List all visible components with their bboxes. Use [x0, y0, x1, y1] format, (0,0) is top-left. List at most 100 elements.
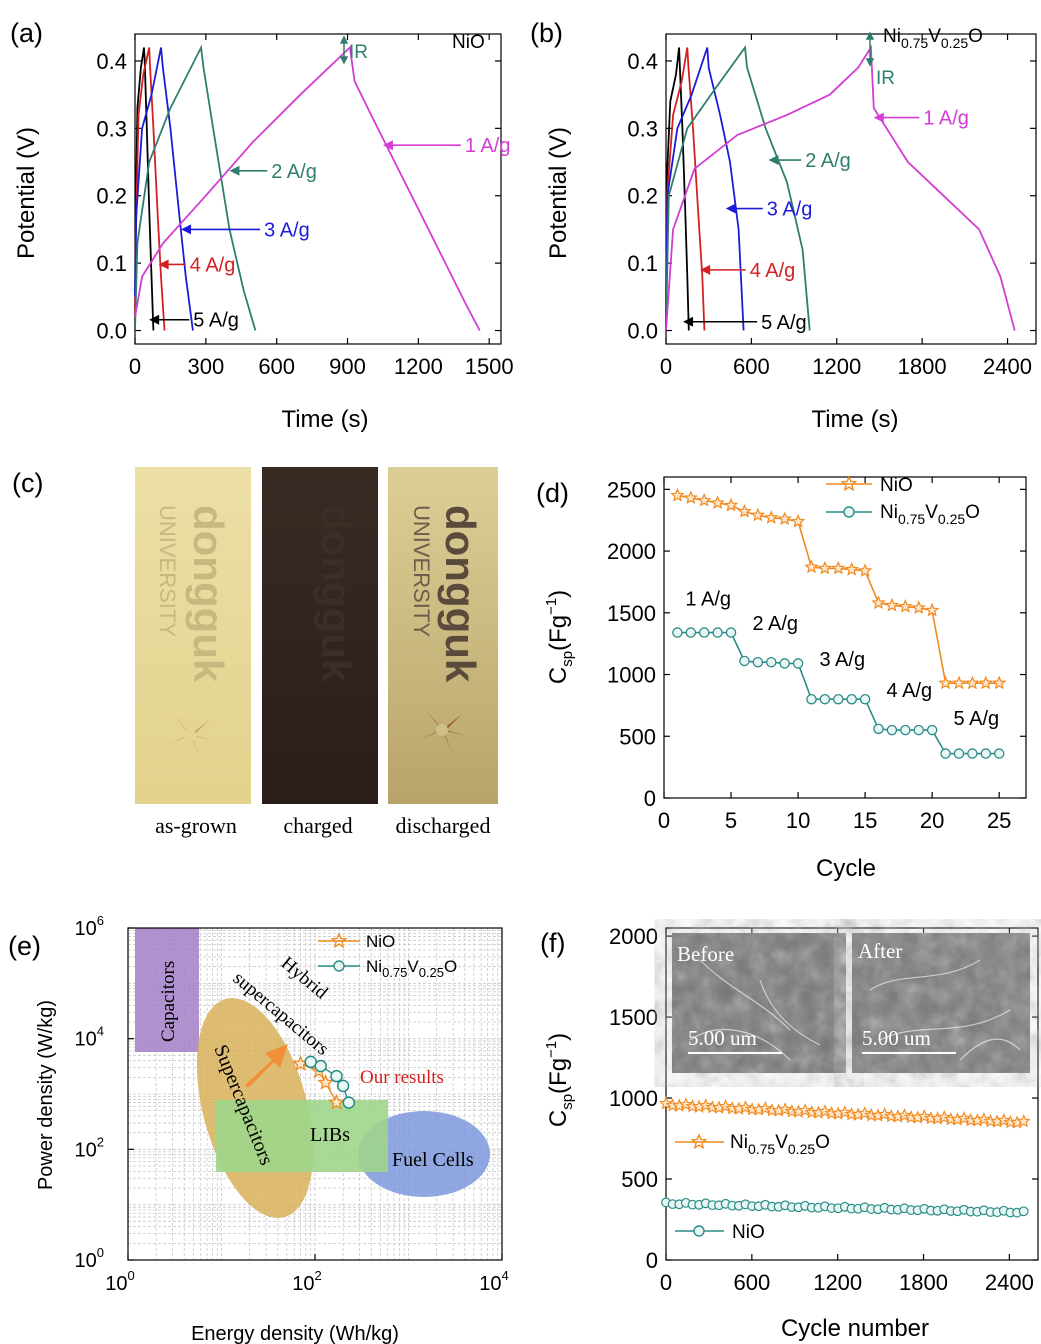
legend-label-niv-d: Ni0.75V0.25O	[880, 502, 980, 527]
data-point	[758, 1101, 773, 1115]
plot-frame-a	[134, 33, 502, 345]
rate-label: 3 A/g	[819, 649, 865, 671]
y-tick-label: 1000	[607, 663, 656, 688]
annotation-label: 4 A/g	[750, 260, 796, 282]
ir-arrow-a	[339, 35, 349, 65]
rate-labels-d: 1 A/g 2 A/g 3 A/g 4 A/g 5 A/g	[685, 588, 999, 730]
data-point	[1018, 1206, 1029, 1217]
panel-label-b: (b)	[530, 18, 563, 48]
panel-f: (f) 0 600 1200 1800 2400 0 500 1000 1500 2000 Bef…	[540, 924, 1039, 1342]
data-point	[737, 504, 752, 518]
curve-3-ag	[665, 47, 745, 331]
legend-marker-nio-d	[840, 475, 858, 492]
data-point	[336, 1079, 350, 1093]
data-point	[898, 599, 913, 613]
x-tick-label: 5	[725, 808, 737, 833]
legend-e: NiO Ni0.75V0.25O	[318, 932, 457, 980]
x-tick-label: 1500	[465, 354, 514, 379]
data-point	[900, 724, 911, 736]
data-point	[764, 510, 779, 524]
legend-marker-nio-f	[693, 1225, 705, 1237]
data-point	[685, 627, 697, 638]
photo-as-grown-emblem	[168, 713, 214, 757]
panel-label-f: (f)	[540, 928, 565, 958]
annotation-arrowhead	[158, 259, 169, 270]
data-point	[723, 497, 739, 512]
data-point	[924, 602, 940, 617]
data-point	[859, 693, 871, 705]
data-point	[978, 675, 994, 690]
data-point	[328, 1093, 345, 1110]
y-tick-label: 106	[75, 913, 104, 940]
y-tick-label: 2500	[607, 477, 656, 502]
sample-label-a: NiO	[452, 32, 485, 53]
panel-label-c: (c)	[12, 468, 43, 498]
y-tick-label: 0.0	[96, 319, 127, 344]
x-tick-label: 1800	[898, 354, 947, 379]
y-tick-label: 1000	[609, 1086, 658, 1111]
y-tick-label: 0	[644, 786, 656, 811]
x-tick-label: 2400	[985, 1270, 1034, 1295]
axes-f: 0 600 1200 1800 2400 0 500 1000 1500 2000	[609, 924, 1038, 1295]
annotation-label: 5 A/g	[193, 310, 239, 332]
results-label-e: Our results	[360, 1067, 444, 1088]
ir-arrow-b	[865, 31, 875, 67]
rate-arrows-b: 1 A/g 2 A/g 3 A/g 4 A/g 5 A/g	[683, 108, 969, 334]
data-point	[886, 724, 898, 736]
panel-b: (b) 0 600 1200 1800 2400 0.0 0.1 0.2 0.3 0.4 1 A/…	[530, 18, 1037, 433]
axes-e: 100 102 104 100 102 104 106	[75, 913, 509, 1295]
data-point	[951, 675, 967, 690]
axes-d: 0 5 10 15 20 25 0 500 1000 1500 2000 2500	[607, 477, 1026, 833]
x-tick-label: 1200	[813, 1270, 862, 1295]
annotation-label: 3 A/g	[264, 219, 310, 241]
region-label-capacitors: Capacitors	[158, 961, 179, 1042]
data-point	[873, 723, 884, 735]
y-tick-label: 0.0	[627, 319, 658, 344]
y-tick-label: 0.3	[96, 116, 127, 141]
x-tick-label: 104	[479, 1268, 508, 1295]
sem-before-scale: 5.00 um	[688, 1026, 757, 1050]
x-tick-label: 102	[292, 1268, 321, 1295]
rate-label: 2 A/g	[752, 613, 798, 635]
x-tick-label: 1800	[899, 1270, 948, 1295]
x-axis-label-e: Energy density (Wh/kg)	[191, 1323, 399, 1344]
data-point	[980, 748, 992, 759]
annotation-label: 1 A/g	[923, 108, 969, 130]
data-point	[696, 492, 712, 507]
x-axis-label-d: Cycle	[816, 855, 876, 882]
panel-label-a: (a)	[10, 18, 43, 48]
y-tick-label: 102	[75, 1134, 104, 1161]
x-tick-label: 25	[987, 808, 1011, 833]
data-point	[897, 1107, 912, 1122]
photo-as-grown: dongguk UNIVERSITY	[135, 467, 251, 804]
annotation-label: 2 A/g	[805, 150, 851, 172]
region-fuel-cells	[358, 1111, 490, 1197]
trend-arrow-e	[245, 1044, 288, 1088]
data-point	[670, 487, 685, 502]
legend-entry-niv-d: Ni0.75V0.25O	[826, 502, 980, 527]
x-tick-label: 600	[733, 1270, 770, 1295]
data-point	[993, 748, 1005, 759]
y-axis-label-e: Power density (W/kg)	[35, 1000, 57, 1190]
x-tick-label: 15	[853, 808, 877, 833]
legend-marker-nio-e	[330, 932, 348, 949]
curve-1-ag	[134, 45, 481, 331]
legend-label-niv-e: Ni0.75V0.25O	[366, 957, 457, 980]
x-tick-label: 20	[920, 808, 944, 833]
y-tick-label: 0.3	[627, 116, 658, 141]
data-point	[766, 656, 777, 668]
y-tick-label: 2000	[609, 924, 658, 949]
data-point	[913, 724, 924, 736]
annotation-arrowhead	[700, 264, 711, 275]
curve-4-ag	[134, 47, 166, 331]
y-axis-label-b: Potential (V)	[545, 127, 572, 259]
annotation-label: 5 A/g	[761, 312, 807, 334]
data-point	[750, 507, 766, 522]
data-point	[953, 748, 965, 759]
x-tick-label: 0	[660, 1270, 672, 1295]
sem-inset-after: After 5.00 um	[852, 933, 1030, 1073]
data-point	[938, 675, 953, 690]
legend-entry-nio-d: NiO	[826, 475, 913, 496]
data-point	[804, 559, 819, 574]
